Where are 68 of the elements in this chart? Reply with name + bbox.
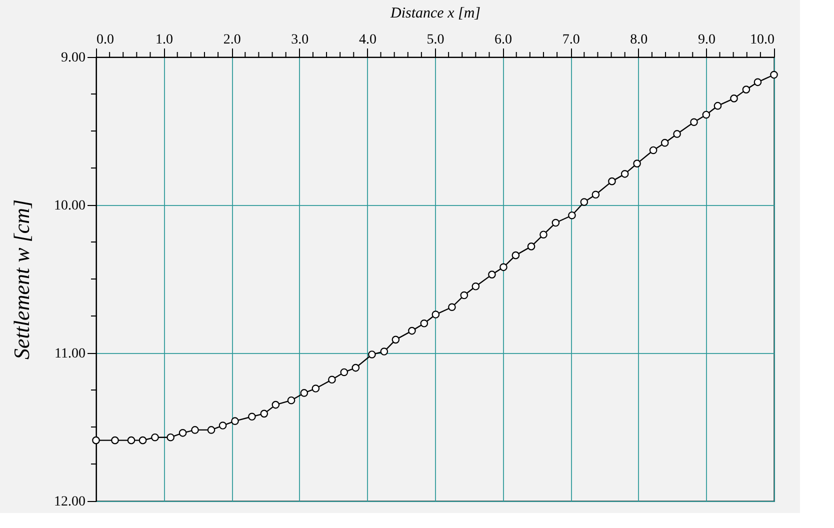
point [166, 433, 174, 442]
point [770, 70, 778, 79]
point [287, 396, 296, 404]
y-tick-label: 11.00 [54, 346, 86, 362]
point [340, 368, 348, 376]
x-tick-label: 8.0 [630, 32, 648, 48]
point [248, 412, 256, 421]
x-axis-title: Distance x [m] [390, 6, 481, 22]
x-tick-label: 7.0 [562, 32, 580, 48]
point [151, 433, 159, 442]
point [231, 417, 239, 425]
x-tick-label: 3.0 [291, 32, 309, 48]
point [527, 242, 536, 250]
point [448, 303, 456, 312]
point [408, 326, 416, 335]
point [633, 160, 641, 168]
point [673, 130, 681, 138]
point [127, 436, 136, 444]
point [592, 190, 600, 199]
point [368, 350, 376, 358]
point [260, 410, 268, 418]
point [207, 426, 216, 434]
point [272, 400, 280, 409]
point [432, 310, 440, 318]
point [754, 78, 762, 86]
x-tick-label: 5.0 [426, 32, 444, 48]
point [191, 426, 199, 434]
point [460, 291, 468, 300]
point [380, 348, 388, 356]
y-axis-title: Settlement w [cm] [9, 199, 34, 360]
x-tick-label: 2.0 [223, 32, 241, 48]
y-tick-label: 10.00 [54, 198, 86, 214]
point [392, 336, 400, 344]
point [92, 436, 100, 444]
point [512, 251, 520, 260]
point [580, 198, 588, 206]
point [608, 177, 616, 186]
x-tick-label: 0.0 [96, 32, 114, 48]
point [300, 389, 308, 397]
point [649, 146, 658, 154]
point [552, 218, 560, 227]
point [702, 110, 710, 119]
point [328, 376, 336, 384]
y-tick-label: 12.00 [54, 494, 86, 510]
x-tick-label: 4.0 [358, 32, 376, 48]
point [660, 138, 669, 147]
point [568, 211, 576, 220]
x-tick-label: 1.0 [156, 32, 174, 48]
point [218, 422, 227, 430]
point [500, 263, 508, 272]
point [472, 282, 480, 290]
x-tick-label: 6.0 [494, 32, 512, 48]
point [730, 94, 738, 102]
point [540, 230, 548, 238]
x-tick-label: 9.0 [698, 32, 716, 48]
point [312, 384, 320, 392]
x-tick-label: 10.0 [750, 32, 774, 48]
point [620, 170, 629, 178]
point [352, 364, 360, 372]
y-tick-label: 9.00 [61, 50, 86, 66]
point [690, 118, 698, 126]
point [488, 270, 496, 278]
point [138, 436, 147, 444]
point [420, 320, 428, 328]
point [178, 429, 187, 437]
point [111, 436, 119, 444]
point [742, 86, 750, 94]
point [714, 102, 722, 110]
